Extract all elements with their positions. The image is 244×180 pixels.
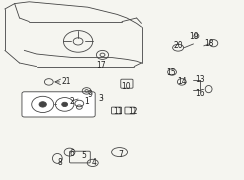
Text: 8: 8 xyxy=(57,158,62,167)
Text: 19: 19 xyxy=(189,31,199,40)
Text: 4: 4 xyxy=(92,158,96,167)
Text: 13: 13 xyxy=(195,75,205,84)
Circle shape xyxy=(39,102,46,107)
FancyBboxPatch shape xyxy=(22,92,95,117)
Text: 9: 9 xyxy=(88,90,93,99)
Text: 18: 18 xyxy=(204,39,213,48)
Text: 16: 16 xyxy=(195,89,205,98)
Text: 10: 10 xyxy=(121,82,131,91)
Text: 7: 7 xyxy=(118,150,123,159)
Text: 20: 20 xyxy=(173,41,183,50)
Text: 21: 21 xyxy=(61,77,71,86)
Text: 15: 15 xyxy=(166,68,176,76)
Text: 6: 6 xyxy=(70,148,74,158)
Text: 14: 14 xyxy=(177,77,187,86)
Text: 12: 12 xyxy=(128,107,138,116)
Text: 3: 3 xyxy=(99,94,104,103)
Text: 17: 17 xyxy=(96,61,106,70)
Text: 2: 2 xyxy=(70,97,74,106)
Text: 1: 1 xyxy=(84,97,89,106)
Text: 11: 11 xyxy=(114,107,123,116)
Text: 5: 5 xyxy=(82,151,87,160)
Circle shape xyxy=(62,102,68,107)
